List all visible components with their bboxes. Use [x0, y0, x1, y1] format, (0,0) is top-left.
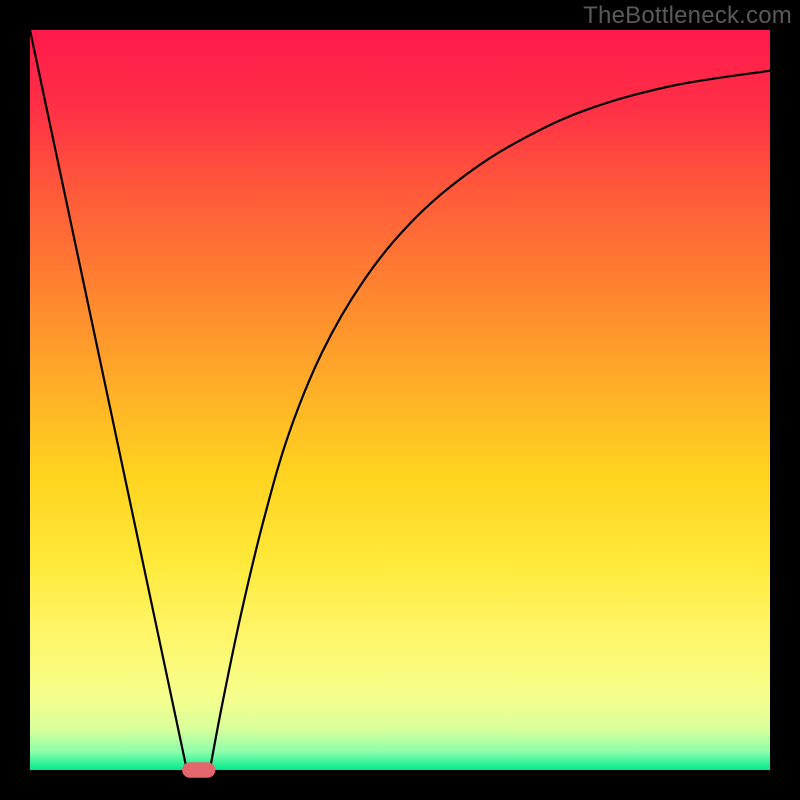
bottleneck-chart — [0, 0, 800, 800]
chart-container: TheBottleneck.com — [0, 0, 800, 800]
heatmap-background — [30, 30, 770, 770]
optimal-marker — [182, 762, 215, 778]
watermark-label: TheBottleneck.com — [583, 2, 792, 30]
